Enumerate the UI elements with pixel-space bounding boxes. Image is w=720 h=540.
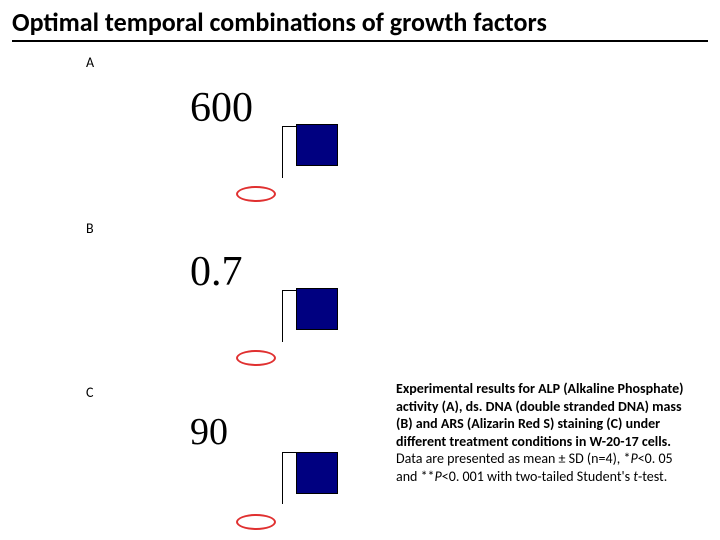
connector-c-vert	[282, 452, 283, 504]
data-square-a	[296, 124, 338, 166]
connector-a-vert	[282, 126, 283, 178]
highlight-ellipse-b	[236, 350, 276, 366]
connector-b-vert	[282, 290, 283, 342]
panel-value-a: 600	[190, 84, 253, 132]
connector-b-horz	[282, 290, 296, 291]
panel-value-c: 90	[190, 410, 228, 454]
data-square-b	[296, 288, 338, 330]
connector-c-horz	[282, 452, 296, 453]
panel-label-a: A	[86, 54, 94, 71]
caption-rest-c: <0. 001 with two-tailed Student's	[442, 468, 633, 485]
figure-caption: Experimental results for ALP (Alkaline P…	[396, 380, 696, 485]
connector-a-horz	[282, 126, 296, 127]
highlight-ellipse-a	[236, 186, 276, 202]
highlight-ellipse-c	[236, 514, 276, 530]
panel-value-b: 0.7	[190, 248, 243, 296]
caption-rest-a: Data are presented as mean ± SD (n=4), *	[396, 450, 630, 467]
caption-p2: P	[435, 468, 442, 485]
caption-p1: P	[630, 450, 637, 467]
caption-bold: Experimental results for ALP (Alkaline P…	[396, 380, 684, 450]
panel-label-b: B	[86, 220, 94, 237]
panel-label-c: C	[86, 384, 93, 401]
caption-rest-d: -test.	[638, 468, 667, 485]
page-title: Optimal temporal combinations of growth …	[12, 6, 708, 42]
data-square-c	[296, 452, 338, 494]
